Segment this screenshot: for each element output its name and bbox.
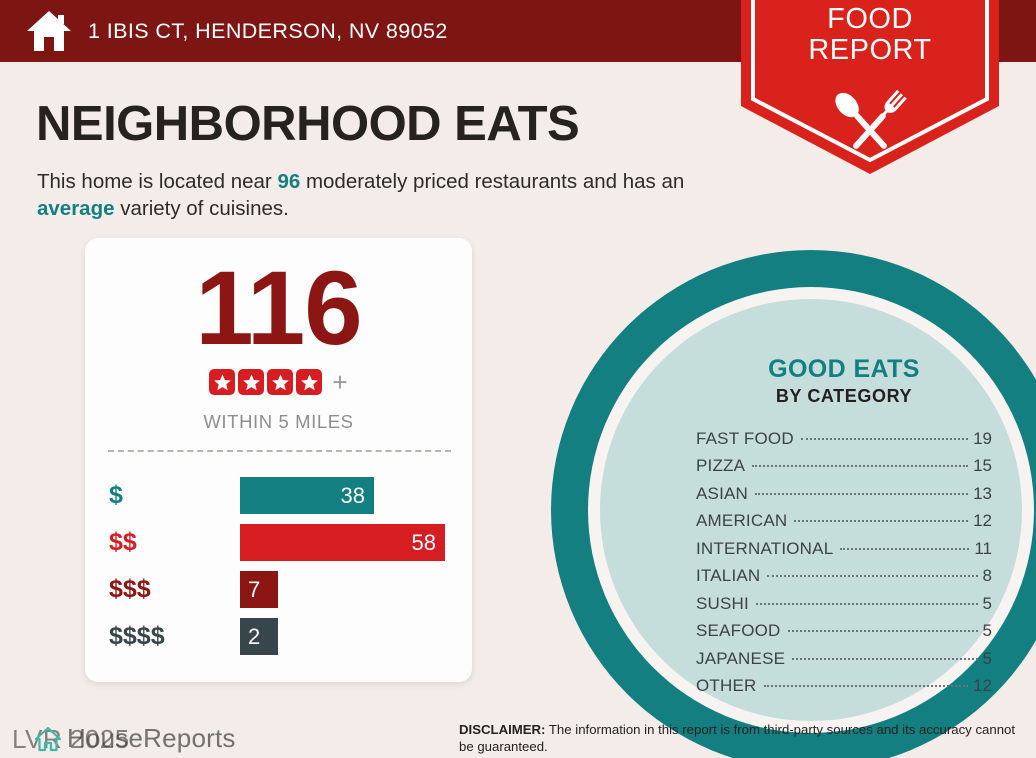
good-eats-item: ITALIAN 8 <box>696 566 992 594</box>
leader-dots <box>752 465 969 467</box>
bar-label: $$$$ <box>109 622 165 650</box>
price-level-bar-chart: $ 38 $$ 58 $$$ 7 <box>85 472 472 660</box>
bar-track: 2 <box>240 618 278 655</box>
star-icon <box>296 369 323 395</box>
leader-dots <box>800 437 969 440</box>
page-subtitle: This home is located near 96 moderately … <box>37 168 727 222</box>
leader-dots <box>767 575 978 577</box>
bar-row: $ 38 <box>85 472 472 519</box>
bar-fill: 2 <box>240 618 278 655</box>
good-eats-item-name: FAST FOOD <box>696 428 794 448</box>
good-eats-item-count: 13 <box>973 483 992 503</box>
good-eats-item-name: JAPANESE <box>696 648 786 668</box>
watermark-lvr: LVR 2025 <box>12 724 130 754</box>
watermark-housereports-text: HouseReports <box>67 723 236 753</box>
good-eats-item: PIZZA 15 <box>696 456 992 484</box>
bar-track: 58 <box>240 524 445 561</box>
good-eats-item-name: PIZZA <box>696 456 746 475</box>
house-icon <box>26 9 72 53</box>
bar-row: $$$ 7 <box>85 566 472 613</box>
leader-dots <box>792 657 978 660</box>
good-eats-item: OTHER 12 <box>696 676 992 704</box>
bar-label: $ <box>109 481 123 509</box>
disclaimer: DISCLAIMER: The information in this repo… <box>459 722 1025 756</box>
good-eats-item-count: 5 <box>982 593 992 613</box>
star-icon <box>238 369 265 395</box>
good-eats-item-count: 5 <box>982 648 992 668</box>
leader-dots <box>787 630 978 632</box>
restaurant-count-card: 116 + WITHIN 5 MILES $ 38 <box>85 238 472 682</box>
card-divider <box>108 450 451 452</box>
bar-fill: 58 <box>240 524 445 561</box>
bar-value: 38 <box>340 482 365 508</box>
good-eats-list: FAST FOOD 19 PIZZA 15 ASIAN 13 AMERICAN 12 INTER… <box>696 429 992 704</box>
subtitle-part-1: This home is located near <box>37 170 278 193</box>
leader-dots <box>794 520 969 522</box>
good-eats-item-name: AMERICAN <box>696 511 788 530</box>
good-eats-item-name: OTHER <box>696 676 757 695</box>
within-miles-label: WITHIN 5 MILES <box>203 411 354 432</box>
badge-line-2: REPORT <box>808 34 932 67</box>
badge-line-1: FOOD <box>827 3 913 35</box>
good-eats-item-count: 12 <box>973 511 992 530</box>
bar-label: $$ <box>109 528 137 556</box>
leader-dots <box>755 492 969 495</box>
good-eats-item-count: 11 <box>974 538 992 558</box>
star-rating: + <box>85 369 472 395</box>
bar-row: $$ 58 <box>85 519 472 566</box>
bar-row: $$$$ 2 <box>85 613 472 660</box>
good-eats-item: FAST FOOD 19 <box>696 429 992 457</box>
watermark-housereports: HouseReports <box>33 723 236 754</box>
bar-value: 2 <box>248 623 261 649</box>
subtitle-highlight-variety: average <box>37 197 115 221</box>
leader-dots <box>840 547 970 550</box>
header-address: 1 IBIS CT, HENDERSON, NV 89052 <box>88 18 448 43</box>
good-eats-item-count: 12 <box>973 676 992 695</box>
star-icon <box>267 369 294 395</box>
good-eats-item: SEAFOOD 5 <box>696 621 992 649</box>
good-eats-item: AMERICAN 12 <box>696 511 992 539</box>
good-eats-item-count: 5 <box>982 621 992 640</box>
bar-track: 38 <box>240 477 374 514</box>
good-eats-item-name: ASIAN <box>696 483 749 503</box>
restaurant-count: 116 <box>195 250 362 367</box>
good-eats-item-name: SEAFOOD <box>696 621 781 640</box>
good-eats-item-count: 15 <box>973 456 992 475</box>
good-eats-item-name: ITALIAN <box>696 566 761 585</box>
bar-label: $$$ <box>109 575 151 603</box>
header-content: 1 IBIS CT, HENDERSON, NV 89052 <box>26 0 448 62</box>
good-eats-item: INTERNATIONAL 11 <box>696 539 992 567</box>
good-eats-item: JAPANESE 5 <box>696 649 992 677</box>
good-eats-item-count: 19 <box>973 428 992 448</box>
good-eats-panel: GOOD EATS BY CATEGORY FAST FOOD 19 PIZZA 15… <box>696 355 992 704</box>
leader-dots <box>763 685 969 687</box>
badge-text: FOOD REPORT <box>741 3 999 67</box>
subtitle-part-2: moderately priced restaurants and has an <box>300 170 685 193</box>
good-eats-item-name: INTERNATIONAL <box>696 538 834 558</box>
bar-fill: 38 <box>240 477 374 514</box>
leader-dots <box>755 602 978 605</box>
good-eats-subtitle: BY CATEGORY <box>775 385 913 406</box>
good-eats-item-count: 8 <box>982 566 992 585</box>
bar-track: 7 <box>240 571 278 608</box>
subtitle-highlight-count: 96 <box>277 170 301 193</box>
subtitle-part-3: variety of cuisines. <box>114 197 289 221</box>
bar-value: 7 <box>248 576 261 602</box>
bar-value: 58 <box>411 529 436 555</box>
house-outline-icon <box>33 724 63 754</box>
star-icon <box>209 369 236 395</box>
bar-fill: 7 <box>240 571 278 608</box>
page-title: NEIGHBORHOOD EATS <box>36 97 580 151</box>
good-eats-item: ASIAN 13 <box>696 484 992 512</box>
good-eats-item-name: SUSHI <box>696 593 749 613</box>
good-eats-item: SUSHI 5 <box>696 594 992 622</box>
good-eats-title: GOOD EATS <box>768 355 920 383</box>
food-report-badge: FOOD REPORT <box>741 0 999 174</box>
plus-icon: + <box>332 367 348 397</box>
disclaimer-label: DISCLAIMER: <box>459 722 546 737</box>
